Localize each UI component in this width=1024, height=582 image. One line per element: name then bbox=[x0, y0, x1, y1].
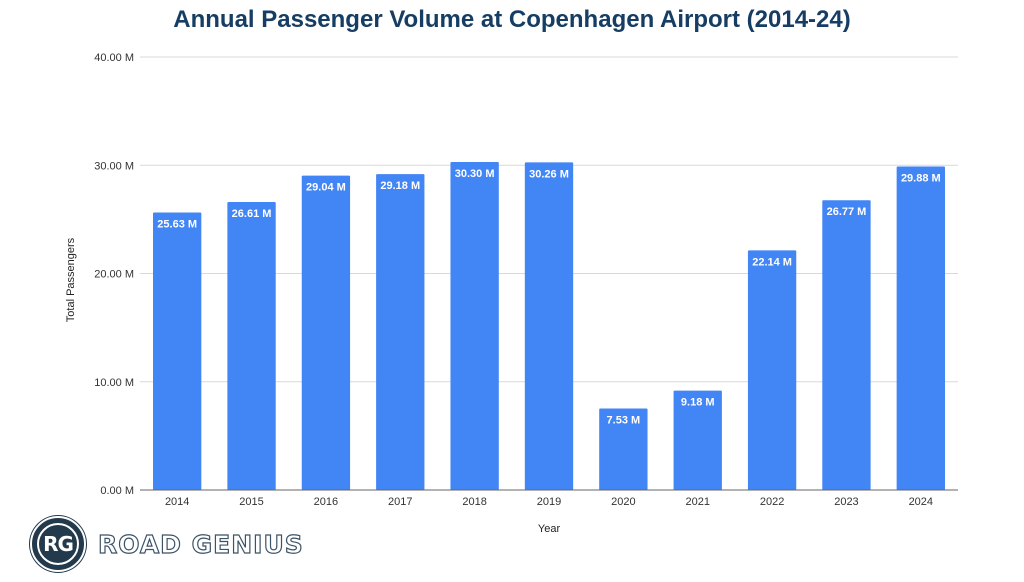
bar-2019 bbox=[524, 162, 574, 491]
y-tick-label: 10.00 M bbox=[94, 377, 134, 389]
y-axis-ticks: 0.00 M 10.00 M 20.00 M 30.00 M 40.00 M bbox=[94, 52, 134, 497]
bar-2021 bbox=[673, 390, 722, 490]
x-axis-title: Year bbox=[538, 523, 561, 535]
data-label: 9.18 M bbox=[681, 397, 715, 409]
y-tick-label: 30.00 M bbox=[94, 160, 134, 172]
data-label: 22.14 M bbox=[752, 256, 792, 268]
x-tick-label: 2023 bbox=[834, 496, 858, 508]
x-tick-label: 2022 bbox=[760, 496, 784, 508]
y-tick-label: 20.00 M bbox=[94, 269, 134, 281]
chart-title: Annual Passenger Volume at Copenhagen Ai… bbox=[173, 6, 850, 33]
x-tick-label: 2015 bbox=[239, 496, 263, 508]
bar-2017 bbox=[376, 174, 425, 490]
x-tick-label: 2019 bbox=[537, 496, 561, 508]
bar-2016 bbox=[301, 175, 351, 490]
data-label: 30.30 M bbox=[455, 168, 495, 180]
logo-badge-icon: RG bbox=[30, 516, 86, 572]
data-label: 26.77 M bbox=[827, 206, 867, 218]
data-label: 25.63 M bbox=[157, 219, 197, 231]
x-tick-label: 2014 bbox=[165, 496, 189, 508]
road-genius-logo: RG ROAD GENIUS bbox=[30, 516, 304, 572]
bar-2024 bbox=[896, 166, 945, 490]
x-tick-label: 2024 bbox=[909, 496, 933, 508]
data-label: 7.53 M bbox=[607, 414, 641, 426]
bar-2015 bbox=[227, 201, 276, 490]
y-tick-label: 40.00 M bbox=[94, 52, 134, 64]
data-label: 26.61 M bbox=[232, 208, 272, 220]
data-label: 29.18 M bbox=[380, 180, 420, 192]
data-labels: 25.63 M 26.61 M 29.04 M 29.18 M 30.30 M 30.26… bbox=[157, 168, 940, 426]
y-tick-label: 0.00 M bbox=[100, 485, 134, 497]
bar-2014 bbox=[153, 212, 202, 491]
bars bbox=[153, 162, 945, 491]
logo-text: ROAD GENIUS bbox=[97, 529, 304, 559]
bar-2020 bbox=[599, 408, 648, 490]
data-label: 29.04 M bbox=[306, 182, 346, 194]
x-tick-label: 2016 bbox=[314, 496, 338, 508]
x-tick-label: 2021 bbox=[685, 496, 709, 508]
x-tick-label: 2020 bbox=[611, 496, 635, 508]
x-tick-label: 2018 bbox=[462, 496, 486, 508]
x-tick-label: 2017 bbox=[388, 496, 412, 508]
logo-initials: RG bbox=[37, 523, 79, 565]
data-label: 29.88 M bbox=[901, 173, 941, 185]
bar-2023 bbox=[822, 200, 871, 490]
x-axis-ticks: 2014 2015 2016 2017 2018 2019 2020 2021 2022 2023… bbox=[165, 496, 933, 508]
bar-2022 bbox=[747, 250, 797, 490]
y-axis-title: Total Passengers bbox=[65, 237, 77, 322]
data-label: 30.26 M bbox=[529, 168, 569, 180]
bar-2018 bbox=[450, 162, 499, 490]
